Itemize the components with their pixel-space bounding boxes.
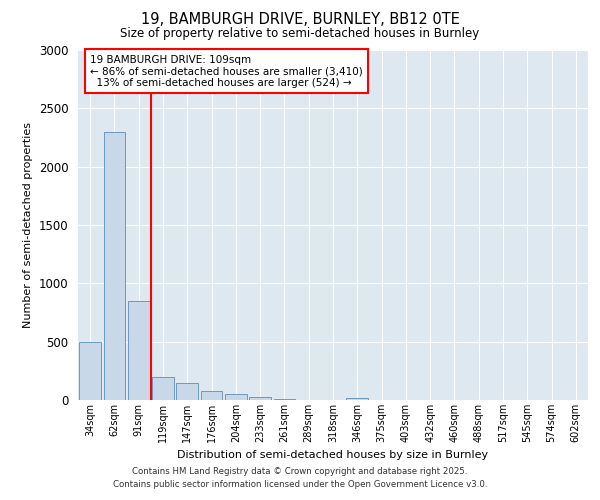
Text: 19 BAMBURGH DRIVE: 109sqm
← 86% of semi-detached houses are smaller (3,410)
  13: 19 BAMBURGH DRIVE: 109sqm ← 86% of semi-… xyxy=(91,54,363,88)
Bar xyxy=(128,301,149,400)
Bar xyxy=(79,342,101,400)
Bar xyxy=(152,376,174,400)
Text: Size of property relative to semi-detached houses in Burnley: Size of property relative to semi-detach… xyxy=(121,28,479,40)
Bar xyxy=(176,382,198,400)
Text: 19, BAMBURGH DRIVE, BURNLEY, BB12 0TE: 19, BAMBURGH DRIVE, BURNLEY, BB12 0TE xyxy=(140,12,460,28)
Bar xyxy=(346,398,368,400)
Y-axis label: Number of semi-detached properties: Number of semi-detached properties xyxy=(23,122,33,328)
Bar xyxy=(104,132,125,400)
Bar xyxy=(249,396,271,400)
Text: Contains HM Land Registry data © Crown copyright and database right 2025.
Contai: Contains HM Land Registry data © Crown c… xyxy=(113,468,487,489)
Bar xyxy=(200,390,223,400)
Bar xyxy=(225,394,247,400)
X-axis label: Distribution of semi-detached houses by size in Burnley: Distribution of semi-detached houses by … xyxy=(178,450,488,460)
